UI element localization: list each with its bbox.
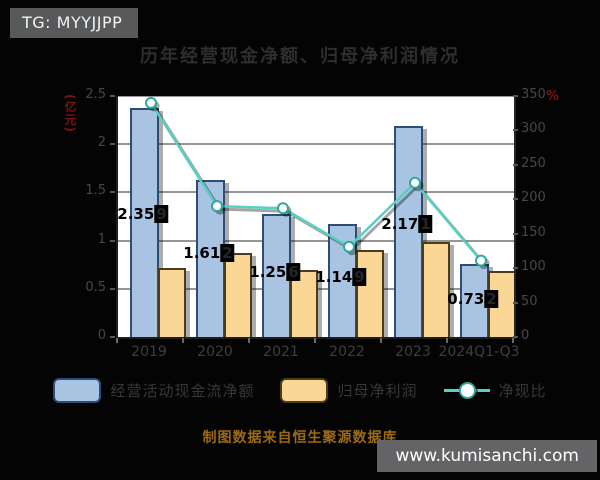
ratio-line-swatch-icon <box>443 380 490 401</box>
legend-item-profit: 归母净利润 <box>280 378 417 403</box>
line-marker <box>343 240 355 253</box>
left-axis-tick <box>110 95 115 97</box>
right-axis-tick <box>513 163 518 166</box>
bar-value-label: 2.17 1 <box>381 215 433 233</box>
right-axis-tick <box>513 267 518 270</box>
x-axis-label: 2021 <box>263 344 299 360</box>
x-axis-label: 2024Q1-Q3 <box>438 344 520 360</box>
left-axis-tick <box>110 239 115 242</box>
plot-area: 2.35 9 1.61 2 1.25 6 1.14 9 2.17 1 0.73 2 <box>116 96 516 339</box>
line-marker <box>475 254 487 267</box>
left-axis-tick <box>110 336 115 338</box>
data-source-note: 制图数据来自恒生聚源数据库 <box>202 430 398 446</box>
right-axis-tick-label: 150 <box>521 224 546 240</box>
left-axis-tick <box>110 143 115 146</box>
gridline <box>118 143 514 146</box>
x-axis-tick <box>314 338 316 343</box>
x-axis-label: 2022 <box>329 344 365 360</box>
x-axis-tick <box>248 338 250 343</box>
bar-value-label: 2.35 9 <box>117 205 169 224</box>
profit-bar <box>356 250 384 337</box>
x-axis-tick <box>512 338 514 343</box>
left-axis-tick-label: 1.5 <box>85 183 106 199</box>
bar-value-label: 0.73 2 <box>447 289 499 308</box>
left-axis-tick-label: 0.5 <box>85 279 106 295</box>
profit-bar <box>158 268 186 337</box>
gridline <box>118 191 514 194</box>
bar-value-label: 1.14 9 <box>315 268 367 287</box>
profit-bar <box>224 253 252 337</box>
right-axis-tick <box>513 301 518 304</box>
tg-badge: TG: MYYJJPP <box>10 8 139 38</box>
right-axis-tick-label: 0 <box>521 328 530 343</box>
left-axis-tick <box>110 287 115 290</box>
bar-value-label: 1.25 6 <box>249 262 301 281</box>
chart-title: 历年经营现金净额、归母净利润情况 <box>140 46 460 67</box>
profit-bar <box>290 270 318 337</box>
x-axis-tick <box>446 338 448 343</box>
right-axis-unit: % <box>546 89 560 104</box>
bar-value-label: 1.61 2 <box>183 244 235 263</box>
profit-bar <box>422 241 450 337</box>
x-axis-tick <box>182 338 184 343</box>
left-axis-tick-label: 2 <box>97 135 106 151</box>
line-marker <box>211 200 223 213</box>
line-marker <box>409 176 421 189</box>
line-marker <box>277 202 289 215</box>
right-axis-tick-label: 250 <box>521 155 546 171</box>
right-axis-tick-label: 300 <box>521 121 546 137</box>
x-axis-tick <box>380 338 382 343</box>
right-axis-tick-label: 100 <box>521 259 546 275</box>
x-axis-label: 2020 <box>197 344 233 360</box>
gridline <box>118 239 514 242</box>
left-axis-tick <box>110 191 115 194</box>
legend-label-ratio: 净现比 <box>498 382 547 400</box>
cashflow-bar-swatch-icon <box>53 378 102 403</box>
left-axis-tick-label: 0 <box>97 328 106 343</box>
website-label: www.kumisanchi.com <box>377 440 597 472</box>
legend: 经营活动现金流净额 归母净利润 净现比 <box>0 378 600 403</box>
right-axis-tick-label: 200 <box>521 190 546 206</box>
x-axis-label: 2023 <box>395 344 431 360</box>
legend-item-cashflow: 经营活动现金流净额 <box>53 378 254 403</box>
legend-item-ratio: 净现比 <box>443 380 547 401</box>
legend-label-profit: 归母净利润 <box>337 382 418 400</box>
right-axis-tick <box>513 232 518 235</box>
ratio-line-series <box>145 96 490 270</box>
right-axis-tick <box>513 95 518 97</box>
right-axis-tick-label: 350 <box>521 87 546 102</box>
line-marker <box>145 96 157 109</box>
right-axis-tick-label: 50 <box>521 293 538 309</box>
left-axis-unit: (亿元) <box>63 94 77 133</box>
gridline <box>118 96 514 97</box>
right-axis-tick <box>513 198 518 201</box>
left-axis-tick-label: 2.5 <box>85 87 106 102</box>
cashflow-bar <box>130 107 159 337</box>
cashflow-bar <box>196 179 225 337</box>
x-axis-label: 2019 <box>131 344 167 360</box>
legend-label-cashflow: 经营活动现金流净额 <box>110 382 255 400</box>
right-axis-tick <box>513 336 518 338</box>
profit-bar-swatch-icon <box>280 378 329 403</box>
right-axis-tick <box>513 129 518 132</box>
left-axis-tick-label: 1 <box>97 231 106 247</box>
x-axis-tick <box>116 338 118 343</box>
